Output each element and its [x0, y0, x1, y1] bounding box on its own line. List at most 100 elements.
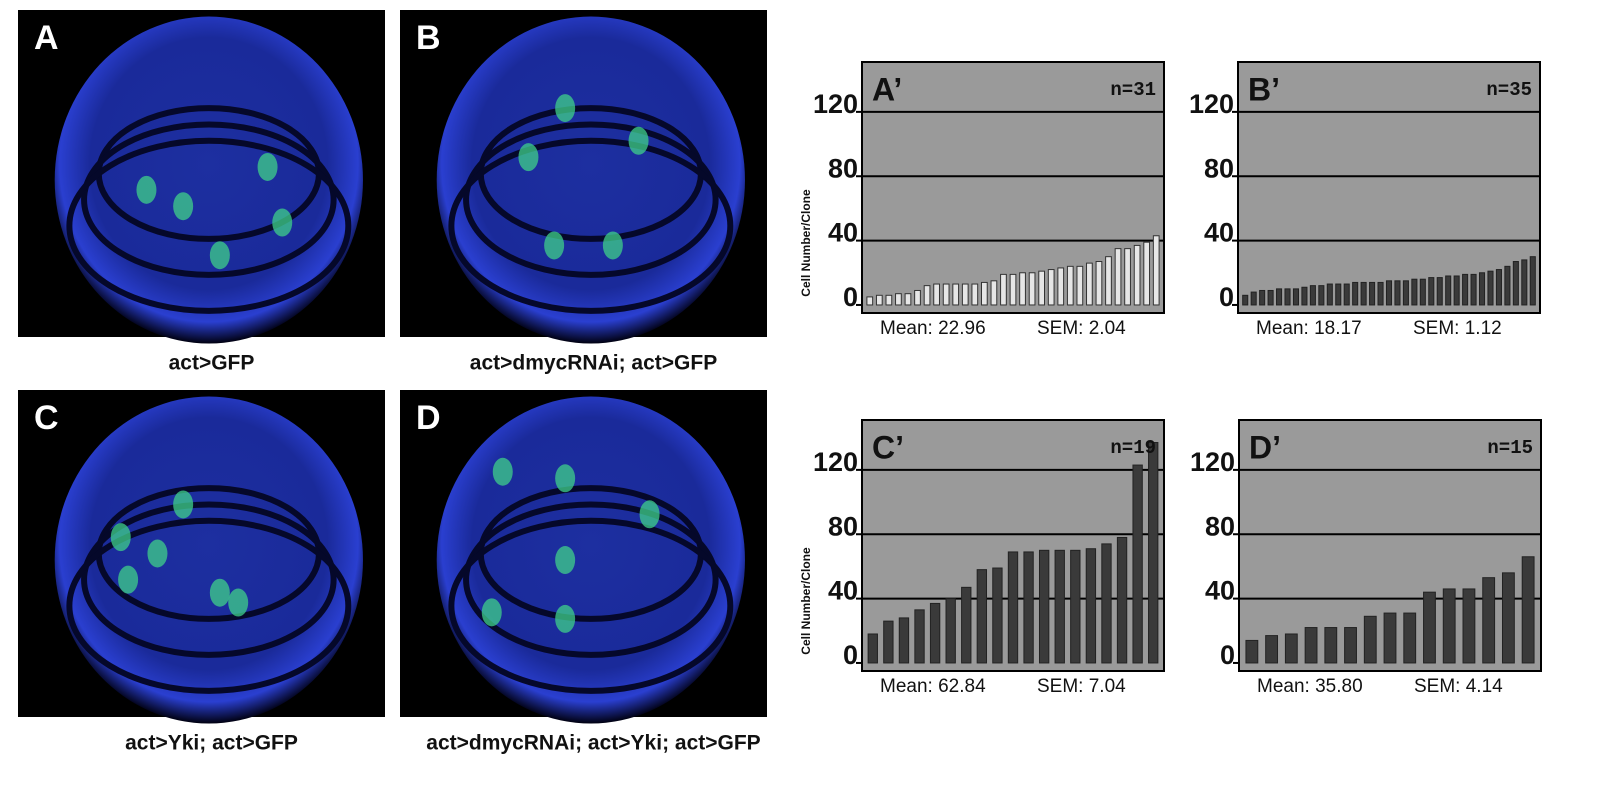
bar: [1114, 248, 1122, 306]
bar: [1326, 283, 1333, 306]
bar: [1385, 280, 1393, 306]
annotation: n=31: [1110, 79, 1156, 101]
gfp-clone: [209, 241, 230, 270]
bar: [1265, 635, 1279, 664]
y-tick-label: 40: [828, 218, 858, 248]
bar: [867, 633, 878, 664]
gfp-clone: [518, 143, 539, 172]
gfp-clone: [555, 94, 576, 123]
bar: [866, 296, 874, 306]
bar: [1442, 588, 1456, 664]
bar: [1259, 289, 1266, 306]
panel-label: C’: [872, 429, 904, 465]
bar: [1242, 294, 1249, 306]
bar: [1085, 548, 1097, 664]
bar: [992, 567, 1003, 664]
bar: [1504, 265, 1511, 306]
bar: [1267, 289, 1274, 306]
y-tick-label: 120: [1189, 89, 1234, 119]
panel-label: D: [416, 399, 441, 437]
panel-label: A’: [872, 71, 902, 107]
bar: [895, 293, 902, 306]
mean-text: Mean: 22.96: [880, 318, 986, 339]
bar: [883, 620, 894, 664]
gfp-clone: [628, 126, 649, 155]
bar: [1521, 556, 1535, 664]
y-tick-label: 40: [1204, 218, 1234, 248]
bar: [1360, 281, 1367, 306]
bar: [1369, 281, 1376, 306]
bar: [1152, 235, 1160, 306]
bar: [1521, 259, 1528, 306]
bar: [1403, 612, 1417, 664]
gfp-clone: [272, 208, 293, 237]
gfp-clone: [555, 464, 576, 493]
y-tick-label: 80: [1204, 153, 1234, 183]
bar: [1394, 280, 1401, 306]
bar: [1436, 277, 1443, 306]
bar: [1363, 615, 1377, 664]
bar: [1105, 256, 1112, 306]
bar: [898, 617, 910, 664]
tissue-fold: [81, 121, 337, 278]
gfp-clone: [173, 192, 194, 221]
bar: [1000, 273, 1007, 306]
annotation: n=19: [1110, 437, 1156, 459]
y-tick-label: 0: [1220, 640, 1235, 670]
gfp-clone: [228, 588, 249, 617]
tissue-fold: [448, 137, 734, 314]
bar: [1352, 281, 1359, 306]
bar: [1495, 269, 1502, 306]
bar: [1245, 639, 1259, 664]
bar: [1301, 286, 1308, 306]
bar: [1445, 275, 1452, 306]
gfp-clone: [209, 578, 230, 607]
y-tick-label: 80: [828, 153, 858, 183]
gfp-clone: [555, 604, 576, 633]
bar: [1132, 464, 1143, 664]
tissue-fold: [463, 121, 719, 278]
bar: [1284, 288, 1291, 306]
bar: [1023, 551, 1034, 664]
sem-text: SEM: 7.04: [1037, 676, 1126, 697]
plot-area: [861, 61, 1165, 314]
bar: [1009, 273, 1017, 306]
bar: [875, 294, 883, 306]
bar: [1276, 288, 1283, 306]
y-axis-label: Cell Number/Clone: [799, 547, 813, 655]
bar: [945, 598, 956, 664]
gfp-clone: [118, 565, 139, 594]
bar: [976, 569, 988, 664]
gfp-clone: [544, 231, 565, 260]
panel-label: D’: [1249, 429, 1281, 465]
y-tick-label: 40: [828, 576, 858, 606]
sem-text: SEM: 1.12: [1413, 318, 1502, 339]
y-tick-label: 120: [813, 447, 858, 477]
bar: [1453, 275, 1460, 306]
gfp-clone: [481, 598, 502, 627]
y-tick-label: 80: [828, 511, 858, 541]
bar: [1304, 627, 1318, 664]
sem-text: SEM: 2.04: [1037, 318, 1126, 339]
gfp-clone: [257, 152, 278, 181]
bar: [885, 294, 893, 306]
bar: [961, 586, 972, 664]
gfp-clone: [136, 175, 157, 204]
bar: [1335, 283, 1342, 306]
bar: [929, 602, 941, 664]
bar: [1318, 285, 1325, 306]
bar: [1047, 269, 1055, 306]
bar: [1377, 281, 1384, 306]
y-tick-label: 40: [1205, 576, 1235, 606]
bar: [1462, 588, 1476, 664]
bar: [1086, 262, 1093, 306]
bar: [952, 283, 960, 306]
bar: [990, 280, 998, 306]
bar: [971, 283, 979, 306]
bar: [1324, 627, 1338, 664]
bar: [1101, 543, 1112, 664]
y-tick-label: 0: [1219, 282, 1234, 312]
bar: [1057, 267, 1065, 306]
bar: [1019, 272, 1026, 306]
